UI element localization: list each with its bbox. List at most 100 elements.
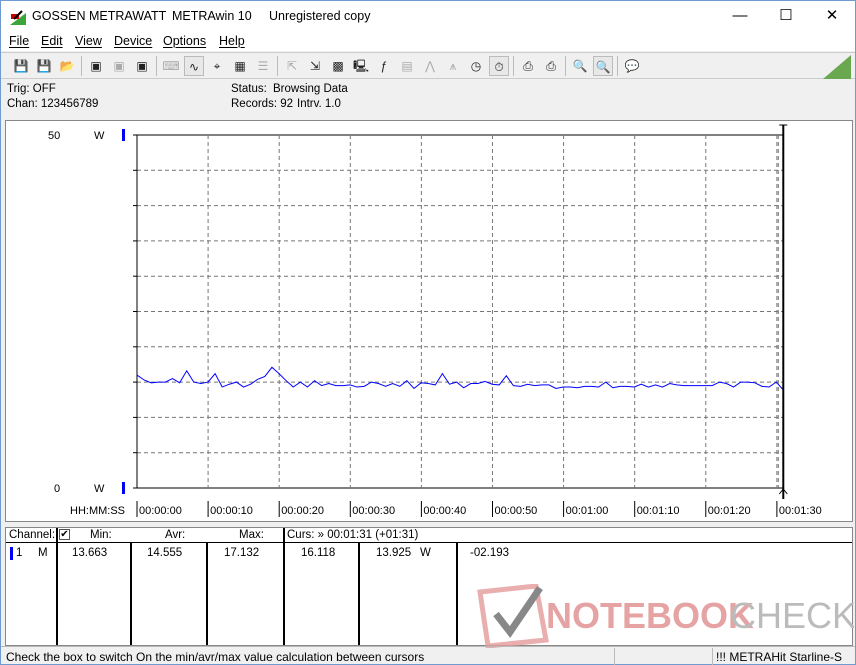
menu-file[interactable]: File	[9, 34, 30, 48]
data-grid-button[interactable]: ▩	[328, 56, 348, 76]
records-count: Records: 92	[231, 98, 294, 110]
close-button[interactable]: ✕	[825, 7, 839, 24]
power-series-line	[136, 366, 784, 391]
import-button[interactable]: ⇲	[305, 56, 325, 76]
comment-icon: 💬	[624, 59, 640, 73]
crosshair-button[interactable]: ⌖	[207, 56, 227, 76]
timer-button[interactable]: ⏱	[489, 56, 509, 76]
save-as-icon: 💾	[36, 59, 52, 73]
export-icon: ⇱	[286, 59, 298, 73]
chart-panel[interactable]: 50 0 W W HH:MM:SS 00:00:00 00:00:10 00:00:20 00:…	[5, 120, 853, 522]
cursor2-value: 13.925	[376, 547, 412, 559]
trigger-button[interactable]: ⋀	[420, 56, 440, 76]
keyboard-button[interactable]: ⌨	[161, 56, 181, 76]
zoom-fit-button[interactable]: 🔍	[593, 56, 613, 76]
save-button[interactable]: 💾	[11, 56, 31, 76]
device-config-icon: ▣	[113, 59, 125, 73]
status-hint: Check the box to switch On the min/avr/m…	[6, 650, 425, 664]
header-channel: Channel:	[9, 529, 56, 541]
clock-icon: ◷	[470, 59, 482, 73]
menu-help[interactable]: Help	[219, 34, 245, 48]
toolbar-separator	[81, 56, 82, 76]
x-tick-label: 00:00:40	[423, 505, 466, 517]
list-view-button[interactable]: ☰	[253, 56, 273, 76]
svg-text:CHECK: CHECK	[730, 595, 854, 636]
toolbar-separator	[617, 56, 618, 76]
menu-view[interactable]: View	[75, 34, 102, 48]
status-bar: Check the box to switch On the min/avr/m…	[1, 646, 855, 665]
toolbar: 💾 💾 📂 ▣ ▣ ▣ ⌨ ∿ ⌖ ▦ ☰ ⇱ ⇲ ▩ 🖳 ƒ ▤ ⋀ ⩚ ◷ ⏱ ⎙ ⎙ 🔍 🔍 💬	[1, 52, 855, 79]
y-tick-label: 0	[54, 483, 60, 495]
x-tick-label: 00:00:20	[281, 505, 324, 517]
power-chart[interactable]: 50 0 W W HH:MM:SS 00:00:00 00:00:10 00:00:20 00:…	[6, 121, 852, 521]
data-grid-icon: ▩	[332, 59, 344, 73]
waveform-view-icon: ∿	[188, 60, 200, 74]
header-avr: Avr:	[165, 529, 186, 541]
clock-button[interactable]: ◷	[466, 56, 486, 76]
status-label: Status:	[231, 83, 267, 95]
x-axis-label: HH:MM:SS	[70, 505, 125, 517]
menu-bar: File Edit View Device Options Help	[1, 33, 855, 51]
menu-device[interactable]: Device	[114, 34, 153, 48]
device-config-button[interactable]: ▣	[109, 56, 129, 76]
table-view-button[interactable]: ▦	[230, 56, 250, 76]
print-button[interactable]: ⎙	[518, 56, 538, 76]
toolbar-separator	[156, 56, 157, 76]
interval-value: Intrv. 1.0	[297, 98, 341, 110]
measurement-table: Channel: ✔ Min: Avr: Max: Curs: » 00:01:…	[5, 527, 854, 648]
table-view-icon: ▦	[234, 59, 246, 73]
toolbar-separator	[513, 56, 514, 76]
x-tick-label: 00:00:50	[494, 505, 537, 517]
monitor-button[interactable]: 🖳	[351, 56, 371, 76]
app-title: METRAwin 10	[172, 9, 252, 23]
device-memory-icon: ▣	[136, 59, 148, 73]
menu-options[interactable]: Options	[163, 34, 207, 48]
device-memory-button[interactable]: ▣	[132, 56, 152, 76]
save-as-button[interactable]: 💾	[34, 56, 54, 76]
function-button[interactable]: ƒ	[374, 56, 394, 76]
svg-text:NOTEBOOK: NOTEBOOK	[546, 595, 754, 636]
open-folder-icon: 📂	[59, 59, 75, 73]
waveform-view-button[interactable]: ∿	[184, 56, 204, 76]
x-tick-label: 00:01:30	[779, 505, 822, 517]
sampling-button[interactable]: ⩚	[443, 56, 463, 76]
cursor-diff-value: -02.193	[470, 547, 510, 559]
channel-mode: M	[38, 547, 48, 559]
license-title: Unregistered copy	[269, 9, 371, 23]
y-min-marker	[122, 482, 125, 494]
display-icon: ▤	[401, 59, 413, 73]
header-cursor: Curs: » 00:01:31 (+01:31)	[287, 529, 419, 541]
trigger-status: Trig: OFF	[7, 83, 56, 95]
app-logo-icon	[10, 10, 26, 25]
timer-icon: ⏱	[494, 60, 504, 74]
y-unit-label: W	[94, 130, 105, 142]
zoom-waveform-icon: 🔍	[572, 59, 588, 73]
display-button[interactable]: ▤	[397, 56, 417, 76]
import-icon: ⇲	[309, 59, 321, 73]
trigger-icon: ⋀	[425, 59, 435, 73]
info-panel: Trig: OFF Chan: 123456789 Status: Browsi…	[1, 80, 855, 116]
minimize-button[interactable]: —	[732, 7, 748, 24]
header-min: Min:	[90, 529, 112, 541]
minmax-checkbox[interactable]: ✔	[59, 529, 70, 540]
x-tick-label: 00:01:20	[708, 505, 751, 517]
x-tick-label: 00:00:30	[352, 505, 395, 517]
y-unit-label: W	[94, 483, 105, 495]
y-tick-label: 50	[48, 130, 60, 142]
brand-title: GOSSEN METRAWATT	[32, 9, 167, 23]
maximize-button[interactable]: ☐	[779, 7, 793, 24]
sampling-icon: ⩚	[449, 59, 457, 73]
channel-color-marker	[10, 547, 13, 560]
open-folder-button[interactable]: 📂	[57, 56, 77, 76]
notebookcheck-watermark: NOTEBOOK CHECK	[477, 584, 854, 648]
print-setup-button[interactable]: ⎙	[541, 56, 561, 76]
x-tick-label: 00:00:00	[139, 505, 182, 517]
device-read-button[interactable]: ▣	[86, 56, 106, 76]
avr-value: 14.555	[147, 547, 183, 559]
status-value: Browsing Data	[273, 83, 348, 95]
zoom-fit-icon: 🔍	[595, 60, 611, 74]
menu-edit[interactable]: Edit	[41, 34, 63, 48]
zoom-waveform-button[interactable]: 🔍	[570, 56, 590, 76]
comment-button[interactable]: 💬	[622, 56, 642, 76]
export-button[interactable]: ⇱	[282, 56, 302, 76]
